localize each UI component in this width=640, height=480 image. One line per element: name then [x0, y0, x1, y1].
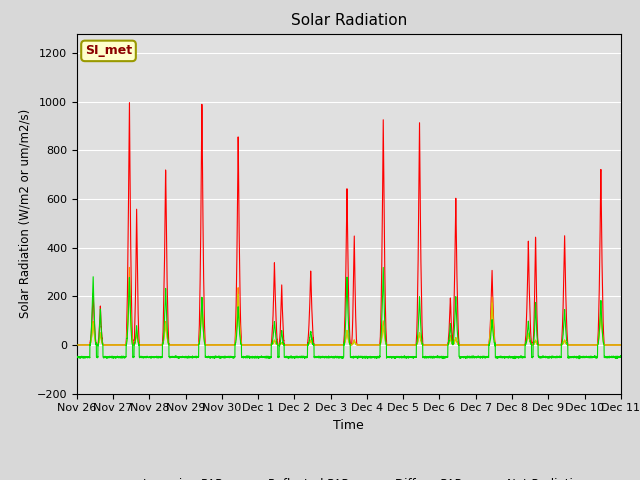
- Legend: Incoming PAR, Reflected PAR, Diffuse PAR, Net Radiation: Incoming PAR, Reflected PAR, Diffuse PAR…: [105, 473, 593, 480]
- Text: SI_met: SI_met: [85, 44, 132, 58]
- Y-axis label: Solar Radiation (W/m2 or um/m2/s): Solar Radiation (W/m2 or um/m2/s): [18, 109, 31, 318]
- X-axis label: Time: Time: [333, 419, 364, 432]
- Title: Solar Radiation: Solar Radiation: [291, 13, 407, 28]
